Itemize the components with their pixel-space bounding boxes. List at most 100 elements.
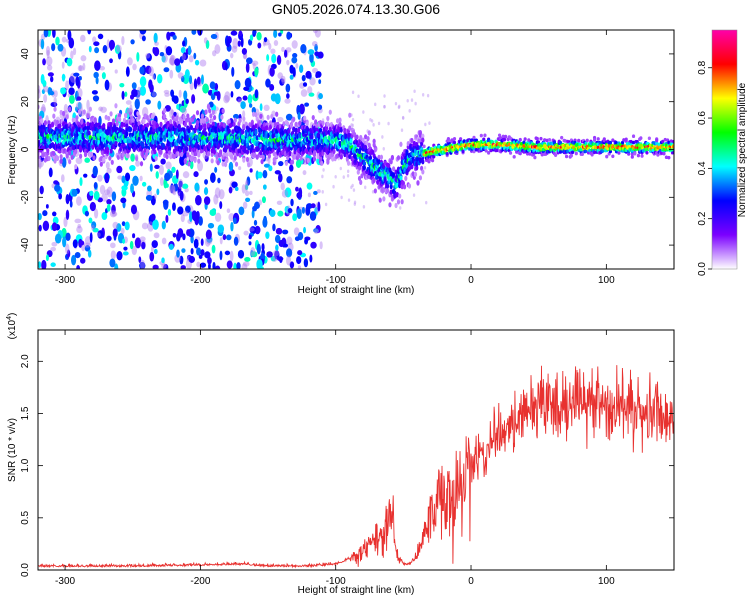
spectrogram-noise-cell (234, 186, 239, 192)
spectrogram-noise-cell (54, 90, 58, 98)
spectrogram-noise-cell (63, 103, 69, 114)
spectrogram-noise-cell (196, 76, 201, 85)
spectrogram-ridge-cell (366, 157, 370, 163)
spectrogram-y-label: Frequency (Hz) (7, 116, 18, 185)
spectrogram-noise-cell (334, 174, 337, 179)
spectrogram-ridge-cell (109, 148, 113, 154)
spectrogram-ridge-cell (645, 150, 649, 155)
spectrogram-ridge-cell (545, 138, 549, 143)
spectrogram-ridge-cell (86, 121, 90, 127)
spectrogram-noise-cell (305, 70, 312, 79)
spectrogram-ridge-cell (216, 160, 220, 166)
spectrogram-noise-cell (290, 198, 294, 207)
spectrogram-noise-cell (371, 189, 375, 194)
spectrogram-noise-cell (256, 243, 261, 255)
spectrogram-noise-cell (134, 98, 140, 110)
spectrogram-noise-cell (265, 231, 270, 239)
spectrogram-ridge-cell (71, 144, 75, 151)
spectrogram-ridge-cell (40, 118, 44, 124)
spectrogram-noise-cell (406, 98, 409, 103)
spectrogram-noise-cell (52, 30, 56, 39)
spectrogram-ridge-cell (421, 137, 425, 143)
spectrogram-ridge-cell (230, 154, 234, 160)
spectrogram-ridge-cell (59, 109, 63, 116)
spectrogram-ridge-cell (52, 150, 56, 157)
spectrogram-noise-cell (91, 221, 97, 229)
spectrogram-noise-cell (77, 65, 84, 72)
spectrogram-ridge-cell (131, 139, 135, 146)
spectrogram-noise-cell (410, 98, 414, 102)
spectrogram-ridge-cell (104, 114, 108, 120)
spectrogram-noise-cell (425, 200, 428, 205)
spectrogram-noise-cell (176, 249, 180, 258)
spectrogram-ridge-cell (335, 118, 340, 124)
spectrogram-ridge-cell (617, 151, 621, 155)
spectrogram-ridge-cell (362, 165, 366, 171)
spectrogram-y-tick-label: -40 (20, 237, 31, 252)
spectrogram-noise-cell (266, 54, 270, 62)
spectrogram-noise-cell (132, 175, 139, 186)
spectrogram-noise-cell (97, 230, 104, 239)
spectrogram-noise-cell (347, 198, 351, 202)
spectrogram-noise-cell (54, 184, 61, 192)
spectrogram-ridge-cell (135, 156, 139, 162)
spectrogram-noise-cell (162, 199, 169, 206)
spectrogram-noise-cell (211, 244, 216, 254)
spectrogram-ridge-cell (367, 174, 371, 180)
spectrogram-ridge-cell (172, 148, 177, 154)
spectrogram-ridge-cell (148, 130, 152, 136)
spectrogram-ridge-cell (204, 131, 208, 137)
spectrogram-noise-cell (226, 39, 230, 48)
spectrogram-ridge-cell (592, 150, 597, 155)
spectrogram-ridge-cell (74, 148, 78, 155)
spectrogram-noise-cell (94, 208, 99, 219)
spectrogram-ridge-cell (75, 125, 79, 132)
spectrogram-ridge-cell (222, 151, 226, 158)
spectrogram-noise-cell (177, 206, 184, 215)
spectrogram-noise-cell (131, 82, 137, 90)
spectrogram-ridge-cell (212, 114, 217, 121)
spectrogram-noise-cell (106, 235, 112, 242)
spectrogram-noise-cell (242, 95, 248, 101)
spectrogram-ridge-cell (418, 175, 423, 181)
spectrogram-noise-cell (79, 177, 83, 187)
spectrogram-noise-cell (165, 214, 169, 223)
spectrogram-noise-cell (173, 182, 179, 192)
spectrogram-ridge-cell (585, 138, 589, 143)
spectrogram-ridge-cell (275, 132, 279, 139)
spectrogram-ridge-cell (444, 143, 448, 147)
spectrogram-ridge-cell (242, 123, 246, 130)
spectrogram-noise-cell (39, 185, 44, 195)
spectrogram-ridge-cell (167, 146, 172, 152)
spectrogram-ridge-cell (222, 122, 226, 128)
spectrogram-ridge-cell (484, 145, 488, 150)
spectrogram-ridge-cell (231, 138, 235, 144)
spectrogram-noise-cell (250, 246, 256, 257)
colorbar-tick-label: 0.8 (697, 60, 708, 74)
spectrogram-noise-cell (157, 100, 162, 110)
spectrogram-noise-cell (230, 91, 234, 98)
spectrogram-ridge-cell (543, 138, 547, 142)
spectrogram-ridge-cell (390, 154, 395, 161)
spectrogram-noise-cell (346, 169, 350, 174)
spectrogram-ridge-cell (267, 153, 271, 159)
spectrogram-ridge-cell (182, 127, 186, 133)
spectrogram-noise-cell (307, 192, 311, 198)
spectrogram-noise-cell (269, 67, 275, 77)
spectrogram-noise-cell (109, 210, 117, 218)
spectrogram-noise-cell (119, 82, 125, 88)
spectrogram-noise-cell (132, 63, 137, 71)
spectrogram-ridge-cell (59, 154, 63, 160)
spectrogram-noise-cell (139, 236, 146, 242)
spectrogram-ridge-cell (58, 137, 62, 143)
spectrogram-noise-cell (95, 76, 99, 85)
colorbar-tick-label: 0.4 (697, 161, 708, 175)
spectrogram-noise-cell (102, 45, 108, 54)
spectrogram-ridge-cell (203, 123, 207, 129)
spectrogram-noise-cell (282, 229, 289, 235)
spectrogram-ridge-cell (250, 143, 254, 150)
spectrogram-noise-cell (182, 171, 190, 179)
spectrogram-noise-cell (130, 204, 138, 215)
spectrogram-ridge-cell (629, 139, 633, 144)
spectrogram-noise-cell (284, 98, 291, 104)
